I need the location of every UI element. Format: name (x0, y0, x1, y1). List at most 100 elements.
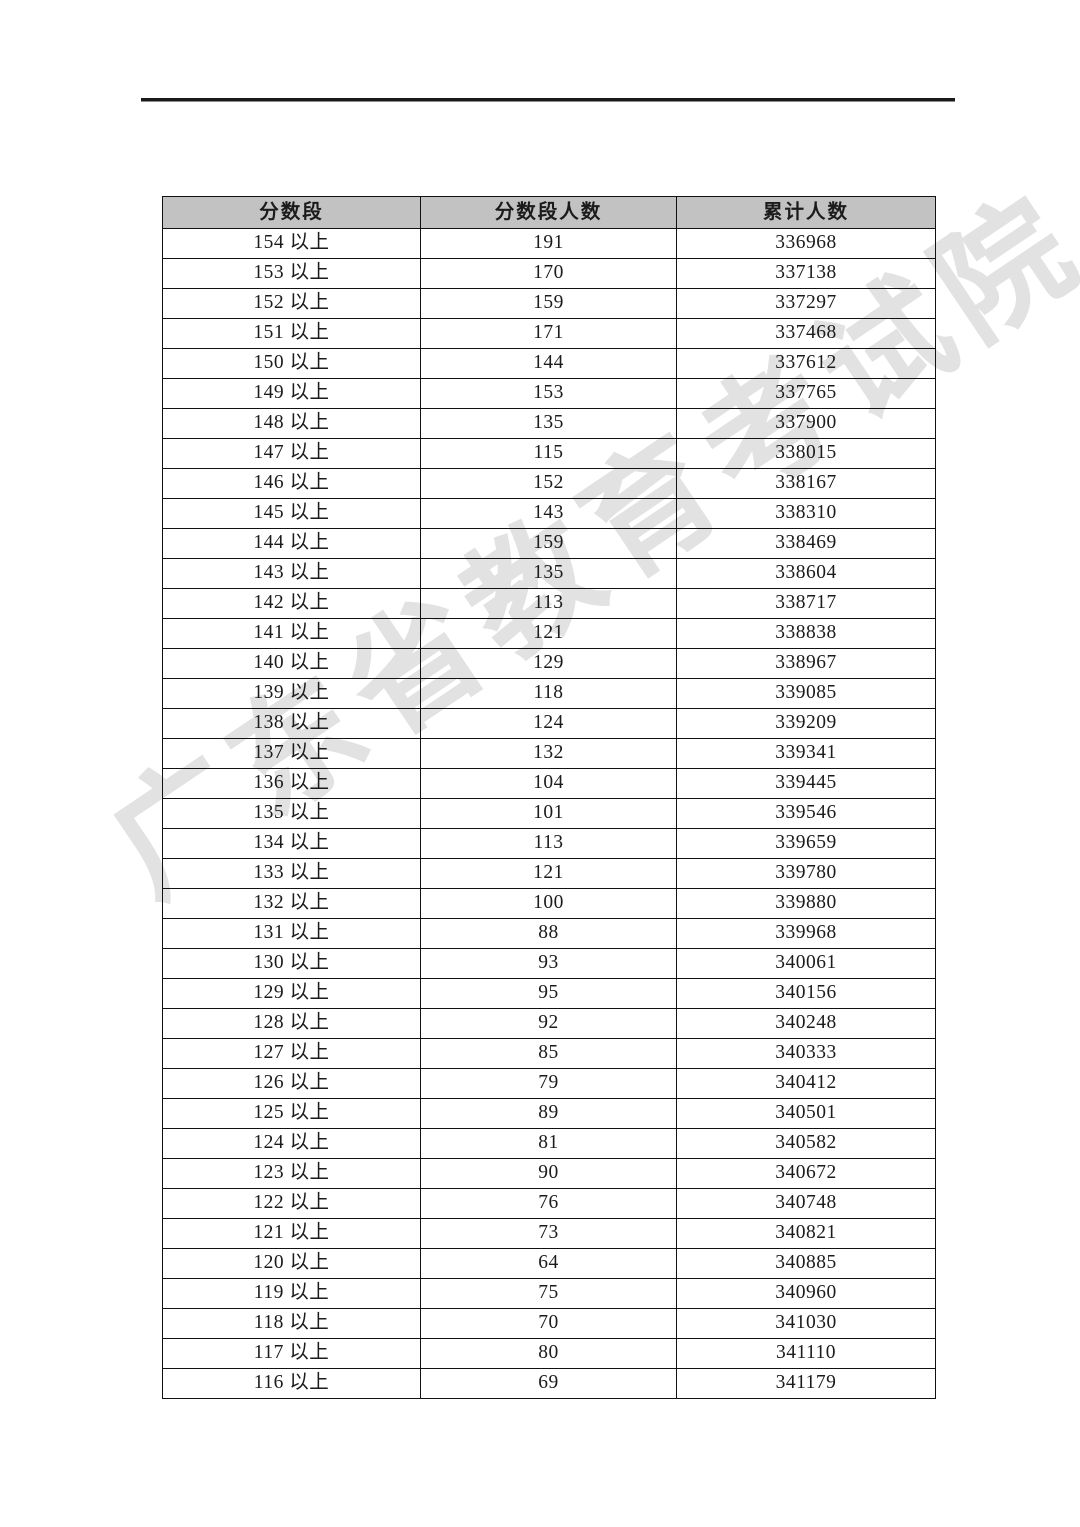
cell-score-band: 133 以上 (162, 858, 421, 889)
cell-score-band: 137 以上 (162, 738, 421, 769)
column-header-band-count: 分数段人数 (420, 196, 677, 229)
cell-score-band: 122 以上 (162, 1188, 421, 1219)
cell-score-band: 141 以上 (162, 618, 421, 649)
table-row: 149 以上 153 337765 (162, 378, 936, 409)
cell-band-count: 143 (420, 498, 677, 529)
cell-cumulative-count: 340501 (676, 1098, 936, 1129)
table-row: 130 以上 93 340061 (162, 948, 936, 979)
cell-cumulative-count: 341030 (676, 1308, 936, 1339)
cell-band-count: 113 (420, 828, 677, 859)
cell-band-count: 121 (420, 858, 677, 889)
cell-band-count: 93 (420, 948, 677, 979)
cell-band-count: 70 (420, 1308, 677, 1339)
cell-band-count: 64 (420, 1248, 677, 1279)
cell-score-band: 144 以上 (162, 528, 421, 559)
cell-band-count: 115 (420, 438, 677, 469)
table-row: 132 以上 100 339880 (162, 888, 936, 919)
cell-score-band: 126 以上 (162, 1068, 421, 1099)
cell-score-band: 153 以上 (162, 258, 421, 289)
table-row: 119 以上 75 340960 (162, 1278, 936, 1309)
table-row: 153 以上 170 337138 (162, 258, 936, 289)
page-header-rule (141, 98, 955, 102)
cell-band-count: 132 (420, 738, 677, 769)
cell-cumulative-count: 339659 (676, 828, 936, 859)
table-row: 137 以上 132 339341 (162, 738, 936, 769)
table-row: 125 以上 89 340501 (162, 1098, 936, 1129)
cell-score-band: 138 以上 (162, 708, 421, 739)
cell-cumulative-count: 339209 (676, 708, 936, 739)
cell-score-band: 120 以上 (162, 1248, 421, 1279)
cell-score-band: 149 以上 (162, 378, 421, 409)
cell-score-band: 147 以上 (162, 438, 421, 469)
cell-band-count: 191 (420, 228, 677, 259)
table-header-row: 分数段 分数段人数 累计人数 (162, 196, 936, 229)
table-row: 144 以上 159 338469 (162, 528, 936, 559)
cell-band-count: 85 (420, 1038, 677, 1069)
cell-cumulative-count: 339546 (676, 798, 936, 829)
cell-band-count: 81 (420, 1128, 677, 1159)
cell-score-band: 151 以上 (162, 318, 421, 349)
table-header: 分数段 分数段人数 累计人数 (162, 196, 936, 229)
table-row: 133 以上 121 339780 (162, 858, 936, 889)
cell-band-count: 88 (420, 918, 677, 949)
cell-band-count: 113 (420, 588, 677, 619)
table-row: 118 以上 70 341030 (162, 1308, 936, 1339)
table-row: 122 以上 76 340748 (162, 1188, 936, 1219)
cell-score-band: 134 以上 (162, 828, 421, 859)
cell-band-count: 118 (420, 678, 677, 709)
cell-cumulative-count: 338838 (676, 618, 936, 649)
cell-score-band: 121 以上 (162, 1218, 421, 1249)
cell-cumulative-count: 337138 (676, 258, 936, 289)
column-header-cumulative-count: 累计人数 (676, 196, 936, 229)
table-row: 145 以上 143 338310 (162, 498, 936, 529)
table-row: 117 以上 80 341110 (162, 1338, 936, 1369)
cell-score-band: 124 以上 (162, 1128, 421, 1159)
cell-cumulative-count: 338717 (676, 588, 936, 619)
score-distribution-table: 分数段 分数段人数 累计人数 154 以上 191 336968 153 以上 170 3… (162, 196, 936, 1399)
cell-cumulative-count: 340248 (676, 1008, 936, 1039)
cell-score-band: 136 以上 (162, 768, 421, 799)
cell-cumulative-count: 338469 (676, 528, 936, 559)
cell-cumulative-count: 341110 (676, 1338, 936, 1369)
table-body: 154 以上 191 336968 153 以上 170 337138 152 以上 159 3… (162, 228, 936, 1399)
cell-score-band: 132 以上 (162, 888, 421, 919)
table-row: 148 以上 135 337900 (162, 408, 936, 439)
cell-band-count: 171 (420, 318, 677, 349)
cell-score-band: 139 以上 (162, 678, 421, 709)
table-row: 129 以上 95 340156 (162, 978, 936, 1009)
cell-band-count: 101 (420, 798, 677, 829)
table-row: 124 以上 81 340582 (162, 1128, 936, 1159)
table-row: 141 以上 121 338838 (162, 618, 936, 649)
table-row: 147 以上 115 338015 (162, 438, 936, 469)
table-row: 146 以上 152 338167 (162, 468, 936, 499)
cell-cumulative-count: 340156 (676, 978, 936, 1009)
cell-band-count: 159 (420, 288, 677, 319)
cell-cumulative-count: 338310 (676, 498, 936, 529)
cell-cumulative-count: 340748 (676, 1188, 936, 1219)
cell-cumulative-count: 336968 (676, 228, 936, 259)
cell-band-count: 79 (420, 1068, 677, 1099)
table-row: 140 以上 129 338967 (162, 648, 936, 679)
table-row: 128 以上 92 340248 (162, 1008, 936, 1039)
table-row: 139 以上 118 339085 (162, 678, 936, 709)
cell-score-band: 150 以上 (162, 348, 421, 379)
cell-band-count: 104 (420, 768, 677, 799)
cell-cumulative-count: 340960 (676, 1278, 936, 1309)
cell-band-count: 76 (420, 1188, 677, 1219)
cell-cumulative-count: 337900 (676, 408, 936, 439)
cell-band-count: 73 (420, 1218, 677, 1249)
table-row: 116 以上 69 341179 (162, 1368, 936, 1399)
cell-score-band: 152 以上 (162, 288, 421, 319)
cell-score-band: 135 以上 (162, 798, 421, 829)
table-row: 154 以上 191 336968 (162, 228, 936, 259)
table-row: 136 以上 104 339445 (162, 768, 936, 799)
cell-score-band: 119 以上 (162, 1278, 421, 1309)
cell-cumulative-count: 338604 (676, 558, 936, 589)
cell-cumulative-count: 340061 (676, 948, 936, 979)
cell-score-band: 143 以上 (162, 558, 421, 589)
cell-score-band: 129 以上 (162, 978, 421, 1009)
cell-score-band: 130 以上 (162, 948, 421, 979)
table-row: 135 以上 101 339546 (162, 798, 936, 829)
cell-cumulative-count: 337468 (676, 318, 936, 349)
table-row: 120 以上 64 340885 (162, 1248, 936, 1279)
